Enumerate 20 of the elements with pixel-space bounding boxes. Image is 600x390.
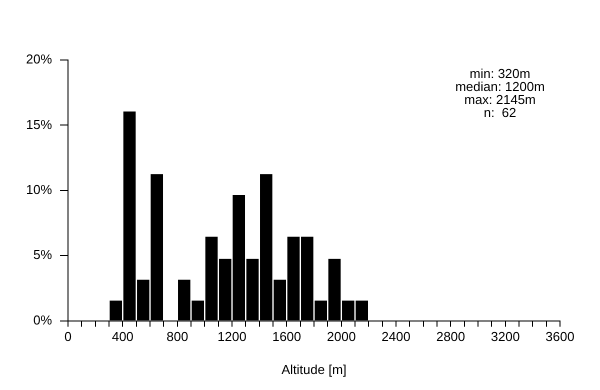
annotation: median: 1200m [455,79,545,94]
x-tick-label: 2000 [326,329,356,344]
x-tick-label: 3600 [546,329,574,344]
x-tick-label: 3200 [490,329,520,344]
y-tick-label: 20% [26,52,52,67]
x-axis-title: Altitude [m] [281,362,347,377]
annotation: max: 2145m [464,92,536,108]
x-tick-label: 2400 [382,329,410,344]
y-tick-label: 15% [26,116,52,132]
x-tick-label: 0 [64,329,72,344]
y-tick-label: 10% [26,182,52,197]
x-tick-label: 400 [112,329,134,344]
y-tick-label: 5% [33,247,52,262]
x-tick-label: 2800 [436,329,466,344]
x-tick-label: 1200 [218,329,246,344]
annotation: n: 62 [484,105,516,120]
x-tick-label: 1600 [272,329,302,344]
x-tick-label: 800 [166,329,188,344]
annotation: min: 320m [470,66,530,82]
y-tick-label: 0% [33,312,52,328]
